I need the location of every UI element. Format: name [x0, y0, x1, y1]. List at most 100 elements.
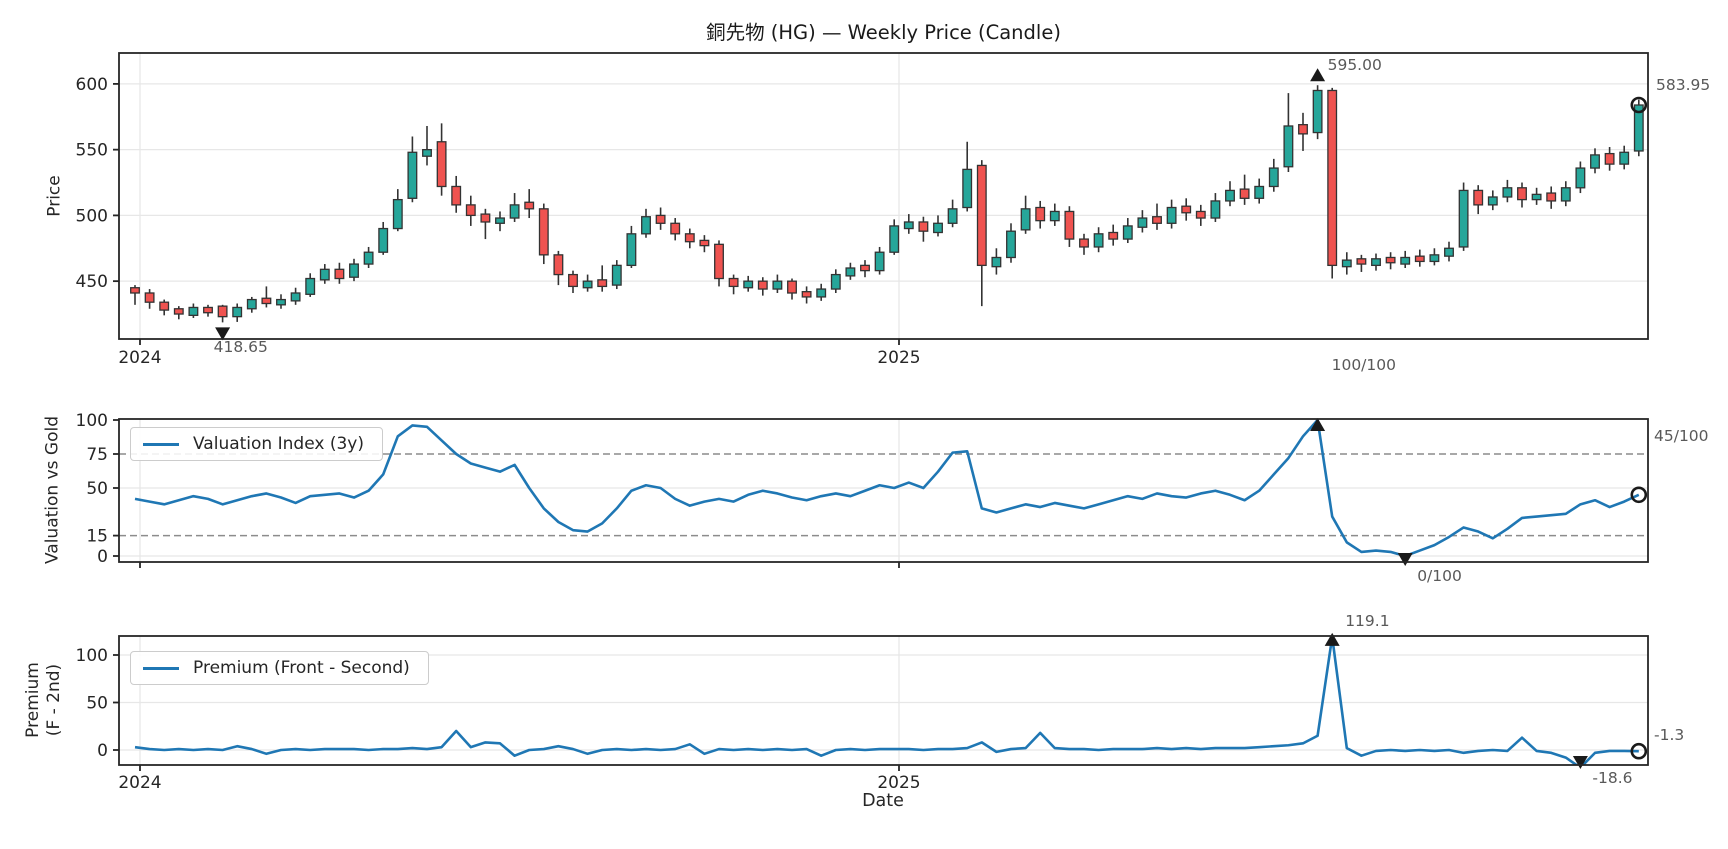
candle-up: [830, 273, 841, 290]
candle-down: [1473, 189, 1484, 206]
price-axis-label: Price: [44, 175, 65, 217]
candle-up: [319, 268, 330, 281]
candle-up: [305, 277, 316, 295]
premium-legend: Premium (Front - Second): [130, 651, 429, 685]
candle-down: [1181, 205, 1192, 214]
price-min-annotation: 418.65: [214, 338, 268, 356]
candle-up: [889, 225, 900, 253]
valuation-max-marker: [1310, 418, 1326, 431]
candle-down: [436, 141, 447, 188]
premium-legend-label: Premium (Front - Second): [193, 658, 410, 678]
candle-up: [582, 280, 593, 289]
price-last-annotation: 583.95: [1656, 76, 1710, 94]
premium-last-annotation: -1.3: [1654, 726, 1684, 744]
candle-down: [144, 292, 155, 303]
candle-down: [801, 291, 812, 298]
candle-down: [173, 308, 184, 315]
premium-series: [134, 636, 1639, 765]
candle-down: [976, 164, 987, 267]
candle-up: [1633, 104, 1644, 152]
candle-up: [845, 267, 856, 277]
candle-up: [422, 149, 432, 157]
y-tick-label: 50: [86, 694, 108, 714]
valuation-max-annotation: 100/100: [1332, 356, 1396, 374]
x-tick-label: 2024: [118, 348, 161, 368]
candle-down: [918, 221, 929, 232]
candle-up: [290, 292, 301, 302]
candle-up: [392, 198, 403, 230]
candle-up: [962, 168, 973, 209]
valuation-min-marker: [1397, 553, 1413, 566]
candle-up: [1400, 256, 1411, 265]
candle-down: [1414, 255, 1425, 263]
candle-up: [1268, 167, 1279, 188]
candle-up: [1122, 225, 1133, 240]
candle-down: [159, 301, 170, 311]
chart-title: 銅先物 (HG) — Weekly Price (Candle): [706, 21, 1061, 44]
candle-up: [1020, 208, 1031, 231]
y-tick-label: 75: [86, 445, 108, 465]
candle-up: [1458, 189, 1469, 248]
premium-min-annotation: -18.6: [1592, 769, 1632, 787]
candle-down: [480, 213, 491, 223]
price-max-annotation: 595.00: [1328, 56, 1382, 74]
premium-last-marker: [1630, 742, 1648, 760]
y-tick-label: 450: [76, 272, 108, 292]
date-axis-label: Date: [862, 791, 904, 811]
price-min-marker: [215, 327, 231, 341]
candle-up: [495, 217, 505, 224]
candle-down: [670, 222, 681, 235]
candle-down: [860, 264, 870, 272]
candle-down: [568, 273, 578, 288]
candle-down: [1195, 210, 1206, 219]
valuation-legend-line-swatch: [143, 442, 179, 446]
candle-down: [597, 279, 608, 288]
candle-up: [1093, 233, 1104, 248]
price-last-marker: [1630, 96, 1648, 114]
candle-up: [378, 227, 389, 253]
candle-down: [1079, 238, 1089, 248]
candle-up: [188, 306, 199, 316]
candle-down: [1604, 152, 1615, 165]
y-tick-label: 550: [76, 141, 108, 161]
candle-down: [203, 306, 213, 314]
y-tick-label: 100: [76, 646, 108, 666]
candle-series: [130, 85, 1644, 323]
candle-down: [553, 254, 564, 276]
candle-up: [991, 256, 1002, 268]
candle-up: [1575, 167, 1586, 189]
premium-axis-label-line2: (F - 2nd): [44, 663, 64, 737]
candle-down: [1546, 192, 1557, 202]
candle-down: [684, 233, 695, 243]
candle-down: [1152, 216, 1162, 224]
candle-down: [130, 287, 140, 294]
y-tick-label: 600: [76, 75, 108, 95]
candle-up: [626, 233, 637, 267]
candle-down: [655, 214, 666, 224]
valuation-series: [134, 419, 1640, 558]
panel-spine: [118, 418, 1649, 563]
candle-down: [1239, 188, 1250, 199]
candle-up: [1166, 206, 1177, 224]
candle-down: [1064, 210, 1075, 240]
candle-down: [787, 280, 797, 294]
y-tick-label: 15: [86, 527, 108, 547]
premium-max-marker: [1324, 632, 1340, 646]
candle-up: [947, 208, 958, 224]
candle-up: [276, 298, 286, 306]
candle-down: [524, 201, 535, 210]
candle-down: [217, 305, 228, 318]
valuation-last-annotation: 45/100: [1654, 427, 1709, 445]
candle-down: [1298, 124, 1308, 135]
candle-up: [246, 298, 257, 310]
candle-up: [1225, 189, 1235, 202]
premium-max-annotation: 119.1: [1345, 612, 1389, 630]
candle-up: [1487, 196, 1498, 206]
premium-legend-line-swatch: [143, 666, 179, 670]
candle-up: [816, 288, 827, 298]
candle-down: [451, 185, 462, 206]
x-tick-label: 2025: [877, 773, 920, 793]
x-tick-label: 2024: [118, 773, 161, 793]
